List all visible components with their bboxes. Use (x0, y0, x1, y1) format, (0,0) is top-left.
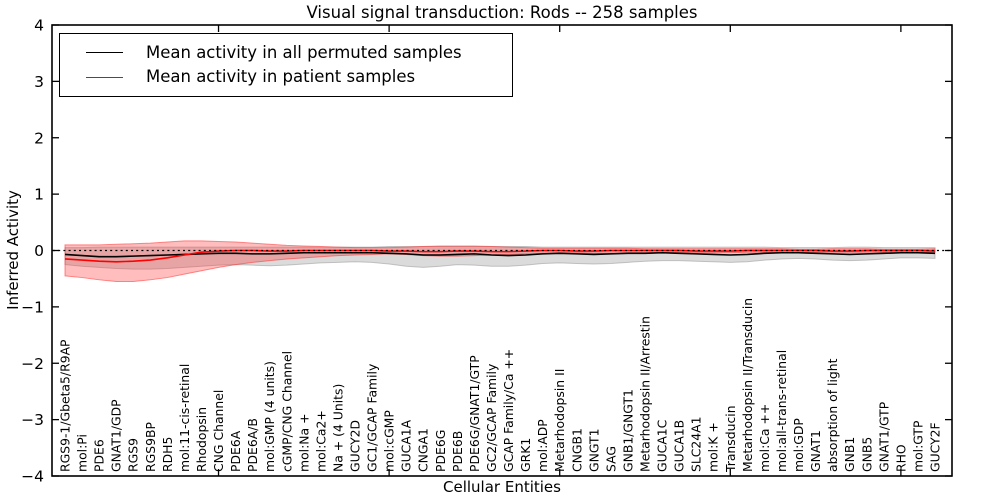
patient-mean-line (64, 249, 936, 263)
x-category-label: absorption of light (825, 358, 840, 472)
x-category-label: Na + (4 Units) (330, 384, 345, 472)
x-category-label: GNAT1 (808, 430, 823, 472)
x-category-label: Metarhodopsin II/Arrestin (638, 316, 653, 472)
legend-label-permuted: Mean activity in all permuted samples (146, 42, 462, 62)
x-category-label: GC2/GCAP Family (484, 364, 499, 472)
x-category-label: PDE6 (92, 439, 107, 472)
y-tick-label: 2 (34, 129, 44, 147)
x-category-label: mol:all-trans-retinal (774, 350, 789, 472)
permuted-mean-line (64, 251, 936, 258)
x-category-label: Transducin (723, 405, 738, 473)
legend-item-permuted: Mean activity in all permuted samples (60, 42, 512, 62)
x-category-label: RGS9BP (143, 422, 158, 472)
x-category-label: mol:Ca2+ (313, 410, 328, 472)
x-category-label: CNG Channel (211, 390, 226, 472)
y-tick-label: 3 (34, 73, 44, 91)
x-category-label: PDE6G (433, 430, 448, 472)
y-axis-label: Inferred Activity (4, 190, 22, 310)
x-category-label: GNB1 (842, 437, 857, 472)
x-category-label: mol:ADP (535, 419, 550, 472)
page-title: Visual signal transduction: Rods -- 258 … (306, 3, 698, 22)
x-category-label: PDE6A/B (245, 418, 260, 472)
x-category-label: mol:Ca ++ (757, 404, 772, 472)
x-category-label: RGS9-1/Gbeta5/R9AP (58, 339, 73, 472)
x-category-label: SAG (603, 446, 618, 472)
x-category-label: GUCY2D (348, 420, 363, 472)
permuted-line-swatch-icon (86, 52, 123, 54)
x-category-label: GUCY2F (928, 422, 943, 472)
x-category-label: CNGA1 (416, 428, 431, 472)
x-category-label: PDE6G/GNAT1/GTP (467, 355, 482, 472)
x-category-label: PDE6B (450, 431, 465, 472)
x-category-label: RHO (893, 444, 908, 472)
x-category-label: GUCA1B (672, 420, 687, 472)
y-tick-label: −3 (21, 411, 44, 429)
x-category-label: GNB5 (859, 437, 874, 472)
y-tick-label: 4 (34, 17, 44, 35)
permuted-range-band (64, 246, 936, 270)
x-category-label: GNAT1/GTP (876, 401, 891, 472)
x-category-label: GNGT1 (586, 429, 601, 472)
legend-item-patient: Mean activity in patient samples (60, 67, 512, 86)
x-category-label: GC1/GCAP Family (365, 364, 380, 472)
x-category-label: CNGB1 (569, 428, 584, 472)
x-category-label: mol:GTP (910, 420, 925, 472)
x-category-label: mol:Na + (296, 414, 311, 472)
y-tick-label: −2 (21, 355, 44, 373)
x-category-label: GUCA1C (655, 420, 670, 472)
x-category-label: mol:GMP (4 units) (262, 361, 277, 472)
x-category-label: GCAP Family/Ca ++ (501, 349, 516, 472)
y-tick-label: 0 (34, 242, 44, 260)
y-tick-label: −4 (21, 468, 44, 486)
x-category-label: PDE6A (228, 430, 243, 472)
x-category-label: Rhodopsin (194, 407, 209, 472)
x-category-label: GRK1 (518, 438, 533, 472)
x-category-label: Metarhodopsin II (552, 369, 567, 472)
legend-label-patient: Mean activity in patient samples (146, 67, 416, 86)
x-axis-label: Cellular Entities (443, 478, 561, 496)
x-category-label: GUCA1A (399, 419, 414, 472)
y-tick-label: −1 (21, 298, 44, 316)
x-category-label: cGMP/CNG Channel (279, 351, 294, 472)
x-category-label: mol:K + (706, 422, 721, 472)
x-category-label: GNAT1/GDP (109, 399, 124, 472)
legend: Mean activity in all permuted samples Me… (59, 33, 513, 97)
x-category-label: RDH5 (160, 437, 175, 472)
x-category-label: Metarhodopsin II/Transducin (740, 298, 755, 472)
patient-line-swatch-icon (86, 76, 123, 78)
x-category-label: SLC24A1 (689, 416, 704, 472)
x-category-label: RGS9 (126, 438, 141, 472)
x-category-label: mol:cGMP (382, 410, 397, 472)
x-category-label: mol:Pi (75, 434, 90, 472)
y-tick-label: 1 (34, 186, 44, 204)
x-category-label: mol:GDP (791, 418, 806, 472)
x-category-label: GNB1/GNGT1 (620, 389, 635, 472)
x-category-label: mol:11-cis-retinal (177, 364, 192, 472)
